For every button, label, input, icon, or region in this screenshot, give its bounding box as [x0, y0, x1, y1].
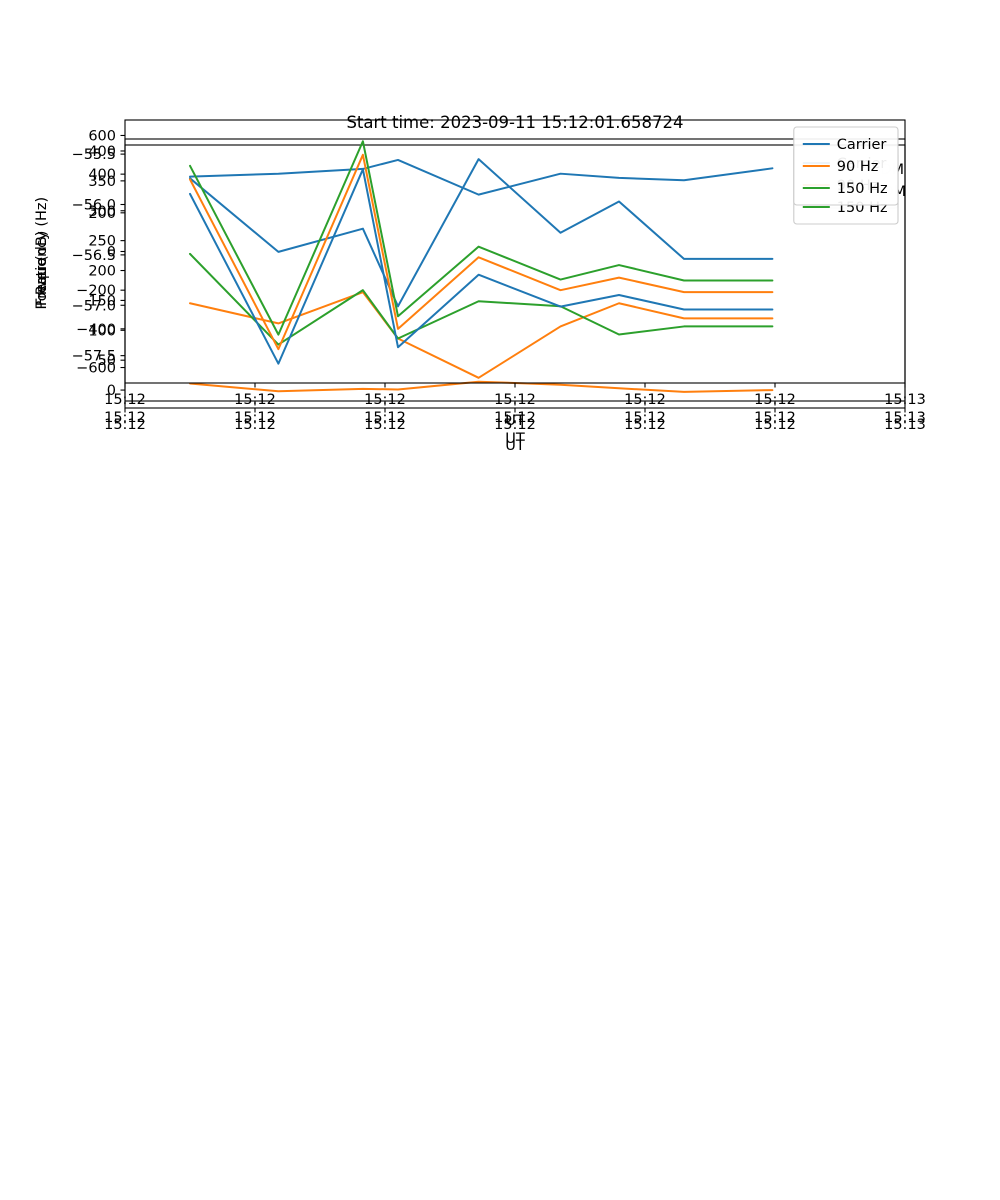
- x-tick-label: 15:13: [884, 417, 926, 433]
- x-tick-label: 15:12: [754, 392, 796, 408]
- y-tick-label: 200: [88, 206, 116, 222]
- y-tick-label: 400: [88, 144, 116, 160]
- x-tick-label: 15:12: [624, 392, 666, 408]
- x-tick-label: 15:12: [234, 417, 276, 433]
- y-tick-label: −600: [76, 361, 116, 377]
- y-tick-label: 0: [107, 245, 116, 261]
- y-tick-label: 50: [98, 353, 116, 369]
- series-line-ddm: [189, 380, 774, 393]
- y-tick-label: −56.5: [72, 248, 116, 264]
- x-tick-label: 15:12: [234, 392, 276, 408]
- x-tick-label: 15:12: [754, 417, 796, 433]
- legend-label-90-hz: 90 Hz: [837, 159, 879, 175]
- x-tick-label: 15:12: [494, 410, 536, 426]
- x-tick-label: 15:12: [104, 417, 146, 433]
- legend-label-150-hz: 150 Hz: [837, 181, 888, 197]
- y-tick-label: 600: [88, 128, 116, 144]
- subplot-frequency: 15:12 15:12 15:12 15:12 15:12 15:12 15:13 UT −60…: [0, 0, 1000, 470]
- x-tick-label: 15:12: [754, 410, 796, 426]
- y-axis-label: Frequency (Hz): [34, 197, 50, 306]
- y-tick-label: −56.0: [72, 198, 116, 214]
- series-line-90-hz: [189, 153, 774, 351]
- x-tick-label: 15:12: [364, 392, 406, 408]
- legend-box: [793, 126, 899, 206]
- y-tick-label: −200: [76, 283, 116, 299]
- series-line-150-hz: [189, 252, 774, 346]
- y-tick-label: 300: [88, 204, 116, 220]
- x-tick-label: 15:12: [494, 392, 536, 408]
- x-axis-label: UT: [505, 431, 525, 447]
- x-tick-label: 15:12: [624, 417, 666, 433]
- y-tick-label: 250: [88, 234, 116, 250]
- series-line-carrier: [189, 158, 774, 308]
- series-line-carrier: [189, 168, 774, 365]
- x-tick-label: 15:12: [234, 410, 276, 426]
- y-tick-label: −57.0: [72, 298, 116, 314]
- x-tick-label: 15:12: [494, 417, 536, 433]
- y-tick-label: 350: [88, 174, 116, 190]
- y-tick-label: 400: [88, 167, 116, 183]
- y-tick-label: 0: [107, 383, 116, 399]
- y-axis-label: Power (dB): [34, 231, 50, 310]
- x-tick-label: 15:12: [364, 417, 406, 433]
- x-axis-label: UT: [505, 438, 525, 454]
- x-tick-label: 15:12: [624, 410, 666, 426]
- y-tick-label: −55.5: [72, 147, 116, 163]
- y-tick-label: 200: [88, 264, 116, 280]
- legend-label-carrier: Carrier: [837, 137, 887, 153]
- y-tick-label: 100: [88, 323, 116, 339]
- y-axis-label: Ratio: [34, 258, 50, 295]
- x-tick-label: 15:13: [884, 392, 926, 408]
- x-tick-label: 15:13: [884, 410, 926, 426]
- y-tick-label: 150: [88, 293, 116, 309]
- x-tick-label: 15:12: [104, 410, 146, 426]
- y-tick-label: −400: [76, 322, 116, 338]
- series-line-90-hz: [189, 291, 774, 379]
- series-line-150-hz: [189, 140, 774, 336]
- x-axis-label: UT: [505, 413, 525, 429]
- x-tick-label: 15:12: [364, 410, 406, 426]
- figure-title: Start time: 2023-09-11 15:12:01.658724: [346, 113, 683, 132]
- y-tick-label: −57.5: [72, 349, 116, 365]
- series-line-sdm: [189, 158, 774, 196]
- x-tick-label: 15:12: [104, 392, 146, 408]
- plot-frame: [124, 119, 906, 384]
